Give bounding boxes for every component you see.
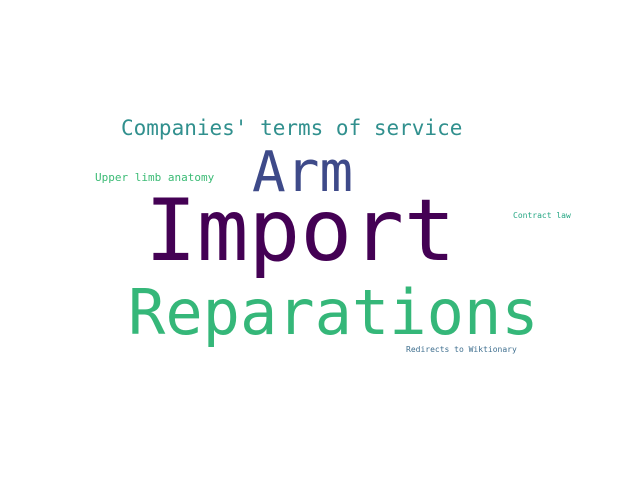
- word-companies-terms-of-service: Companies' terms of service: [121, 116, 463, 140]
- word-arm: Arm: [252, 140, 354, 205]
- word-import: Import: [145, 181, 456, 281]
- word-reparations: Reparations: [128, 276, 539, 349]
- word-contract-law: Contract law: [513, 211, 571, 220]
- word-redirects-to-wiktionary: Redirects to Wiktionary: [406, 345, 517, 354]
- word-upper-limb-anatomy: Upper limb anatomy: [95, 171, 215, 184]
